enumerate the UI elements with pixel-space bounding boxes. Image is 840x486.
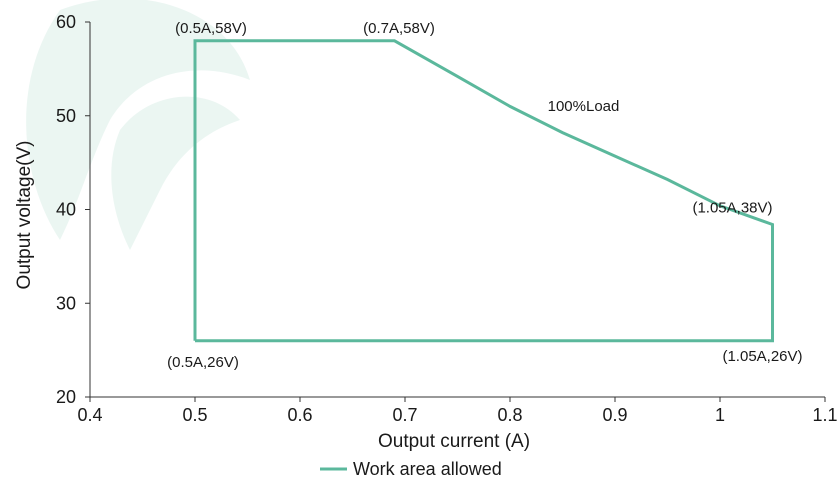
series-line-work-area bbox=[193, 39, 774, 343]
x-tick-label: 0.9 bbox=[602, 405, 627, 425]
annotations: (0.5A,58V) (0.7A,58V) 100%Load (1.05A,38V) (… bbox=[167, 20, 802, 371]
x-tick-label: 0.4 bbox=[77, 405, 102, 425]
annotation-label: (0.5A,58V) bbox=[175, 20, 247, 37]
y-ticks: 20 30 40 50 60 bbox=[56, 12, 90, 407]
x-ticks: 0.4 0.5 0.6 0.7 0.8 0.9 1 1.1 bbox=[77, 397, 838, 425]
y-tick-label: 20 bbox=[56, 387, 76, 407]
annotation-label: (0.5A,26V) bbox=[167, 354, 239, 371]
annotation-label: (1.05A,26V) bbox=[722, 348, 802, 365]
y-tick-label: 40 bbox=[56, 200, 76, 220]
x-tick-label: 0.6 bbox=[287, 405, 312, 425]
x-axis-label: Output current (A) bbox=[378, 431, 530, 452]
x-tick-label: 0.8 bbox=[497, 405, 522, 425]
y-tick-label: 50 bbox=[56, 106, 76, 126]
legend: Work area allowed bbox=[320, 459, 502, 479]
legend-label: Work area allowed bbox=[353, 459, 502, 479]
y-tick-label: 60 bbox=[56, 12, 76, 32]
x-tick-label: 0.5 bbox=[182, 405, 207, 425]
x-tick-label: 0.7 bbox=[392, 405, 417, 425]
annotation-label: (1.05A,38V) bbox=[692, 199, 772, 216]
annotation-label: 100%Load bbox=[548, 98, 620, 115]
annotation-label: (0.7A,58V) bbox=[363, 20, 435, 37]
axes: 0.4 0.5 0.6 0.7 0.8 0.9 1 1.1 20 30 40 50 60 bbox=[56, 12, 838, 425]
x-tick-label: 1.1 bbox=[812, 405, 837, 425]
y-axis-label: Output voltage(V) bbox=[14, 141, 35, 290]
y-tick-label: 30 bbox=[56, 293, 76, 313]
x-tick-label: 1 bbox=[715, 405, 725, 425]
